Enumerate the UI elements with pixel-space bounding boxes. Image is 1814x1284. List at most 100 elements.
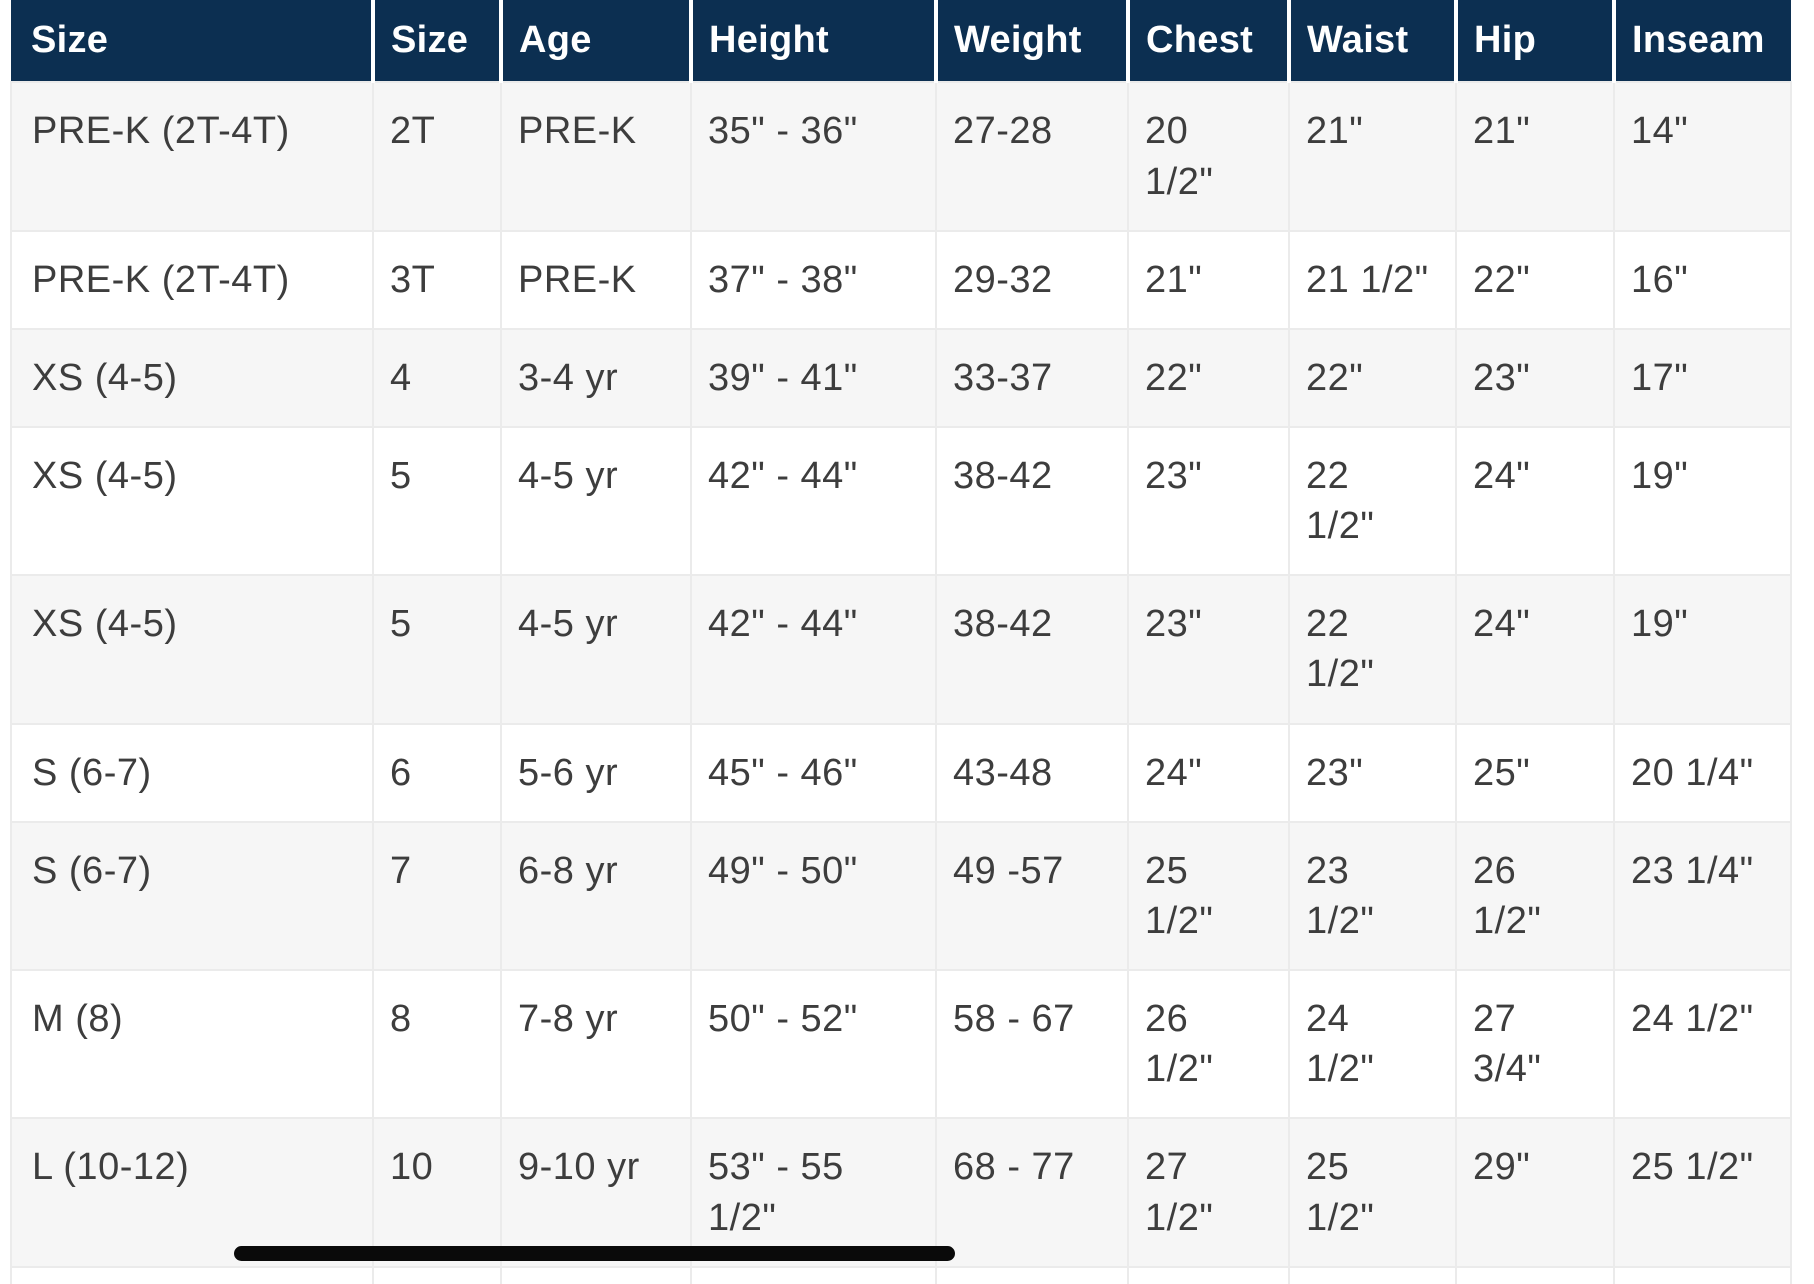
table-cell: 4	[372, 327, 502, 429]
table-cell: 22 1/2"	[1288, 426, 1457, 577]
table-cell: 3T	[372, 229, 502, 330]
horizontal-scrollbar-thumb[interactable]	[234, 1246, 955, 1261]
size-chart-table: Size Size Age Height Weight Chest Waist …	[10, 0, 1792, 1284]
table-cell: 29"	[1455, 1117, 1615, 1268]
table-cell: PRE-K	[500, 81, 692, 232]
table-cell: XS (4-5)	[10, 574, 374, 725]
table-cell: 10	[372, 1117, 502, 1268]
table-cell: 26 1/2"	[1455, 820, 1615, 972]
table-cell: 23"	[1455, 327, 1615, 429]
table-cell	[500, 1265, 692, 1284]
table-cell: 5	[372, 574, 502, 725]
table-row: M (8) 8 7-8 yr 50" - 52" 58 - 67 26 1/2" 24 1/…	[10, 969, 1792, 1120]
table-row: PRE-K (2T-4T) 2T PRE-K 35" - 36" 27-28 20 1/2…	[10, 81, 1792, 232]
table-cell: 17"	[1613, 327, 1792, 429]
column-header-chest: Chest	[1128, 0, 1291, 83]
table-cell: 22"	[1288, 327, 1457, 429]
table-cell: XS (4-5)	[10, 327, 374, 429]
table-cell: 21"	[1455, 81, 1615, 232]
table-row: XS (4-5) 4 3-4 yr 39" - 41" 33-37 22" 22" 23" 17…	[10, 327, 1792, 429]
table-cell: 29-32	[935, 229, 1129, 330]
table-cell: 25 1/2"	[1613, 1117, 1792, 1268]
table-cell: 23 1/4"	[1613, 820, 1792, 972]
table-cell: 24"	[1127, 722, 1290, 823]
column-header-size: Size	[11, 0, 375, 83]
table-row: L (10-12) 10 9-10 yr 53" - 55 1/2" 68 - 77 27…	[10, 1117, 1792, 1268]
table-cell: 5	[372, 426, 502, 577]
table-cell: S (6-7)	[10, 722, 374, 823]
column-header-weight: Weight	[936, 0, 1130, 83]
table-cell: PRE-K	[500, 229, 692, 330]
table-row: S (6-7) 7 6-8 yr 49" - 50" 49 -57 25 1/2" 23 1…	[10, 820, 1792, 972]
table-cell: 24 1/2"	[1288, 969, 1457, 1120]
table-cell: 4-5 yr	[500, 426, 692, 577]
table-cell: 4-5 yr	[500, 574, 692, 725]
table-cell: 23"	[1127, 426, 1290, 577]
table-cell: 27-28	[935, 81, 1129, 232]
table-cell: 3-4 yr	[500, 327, 692, 429]
table-cell: 68 - 77	[935, 1117, 1129, 1268]
table-cell: 6-8 yr	[500, 820, 692, 972]
column-header-age: Age	[501, 0, 693, 83]
table-cell: 7-8 yr	[500, 969, 692, 1120]
table-cell: 22 1/2"	[1288, 574, 1457, 725]
table-cell: 22"	[1127, 327, 1290, 429]
table-cell	[935, 1265, 1129, 1284]
column-header-height: Height	[691, 0, 938, 83]
table-cell	[1288, 1265, 1457, 1284]
table-row: PRE-K (2T-4T) 3T PRE-K 37" - 38" 29-32 21" 21 …	[10, 229, 1792, 330]
table-cell: 27 1/2"	[1127, 1117, 1290, 1268]
table-cell	[1127, 1265, 1290, 1284]
table-cell: PRE-K (2T-4T)	[10, 81, 374, 232]
table-cell	[372, 1265, 502, 1284]
table-cell: 9-10 yr	[500, 1117, 692, 1268]
table-cell: 58 - 67	[935, 969, 1129, 1120]
table-cell: PRE-K (2T-4T)	[10, 229, 374, 330]
column-header-waist: Waist	[1289, 0, 1458, 83]
table-header-row: Size Size Age Height Weight Chest Waist …	[11, 0, 1791, 83]
table-cell: 14"	[1613, 81, 1792, 232]
table-cell: 19"	[1613, 574, 1792, 725]
table-cell: 23"	[1127, 574, 1290, 725]
table-cell: 49" - 50"	[690, 820, 937, 972]
table-cell: 7	[372, 820, 502, 972]
table-cell: 39" - 41"	[690, 327, 937, 429]
table-cell	[1455, 1265, 1615, 1284]
table-cell: 24"	[1455, 426, 1615, 577]
table-cell: 25 1/2"	[1127, 820, 1290, 972]
table-cell: 22"	[1455, 229, 1615, 330]
table-cell: 23 1/2"	[1288, 820, 1457, 972]
table-cell: 19"	[1613, 426, 1792, 577]
column-header-inseam: Inseam	[1614, 0, 1791, 83]
table-row: XS (4-5) 5 4-5 yr 42" - 44" 38-42 23" 22 1/2" 2…	[10, 574, 1792, 725]
table-cell: 38-42	[935, 574, 1129, 725]
table-cell: 37" - 38"	[690, 229, 937, 330]
table-cell: 25 1/2"	[1288, 1117, 1457, 1268]
table-cell: 42" - 44"	[690, 574, 937, 725]
table-cell: 20 1/2"	[1127, 81, 1290, 232]
table-cell: 43-48	[935, 722, 1129, 823]
table-cell: 53" - 55 1/2"	[690, 1117, 937, 1268]
table-cell: 24 1/2"	[1613, 969, 1792, 1120]
table-cell: S (6-7)	[10, 820, 374, 972]
table-body: PRE-K (2T-4T) 2T PRE-K 35" - 36" 27-28 20 1/2…	[10, 81, 1792, 1284]
table-cell: 33-37	[935, 327, 1129, 429]
table-cell: 21 1/2"	[1288, 229, 1457, 330]
table-cell: 49 -57	[935, 820, 1129, 972]
table-cell: 45" - 46"	[690, 722, 937, 823]
table-cell: 20 1/4"	[1613, 722, 1792, 823]
table-cell: 21"	[1288, 81, 1457, 232]
column-header-size-2: Size	[373, 0, 503, 83]
table-cell: L (10-12)	[10, 1117, 374, 1268]
table-cell: XS (4-5)	[10, 426, 374, 577]
table-cell: 25"	[1455, 722, 1615, 823]
table-cell: 50" - 52"	[690, 969, 937, 1120]
table-cell: 24"	[1455, 574, 1615, 725]
table-cell: 2T	[372, 81, 502, 232]
table-cell: 6	[372, 722, 502, 823]
table-cell	[690, 1265, 937, 1284]
table-row-partial	[10, 1265, 1792, 1284]
column-header-hip: Hip	[1456, 0, 1616, 83]
